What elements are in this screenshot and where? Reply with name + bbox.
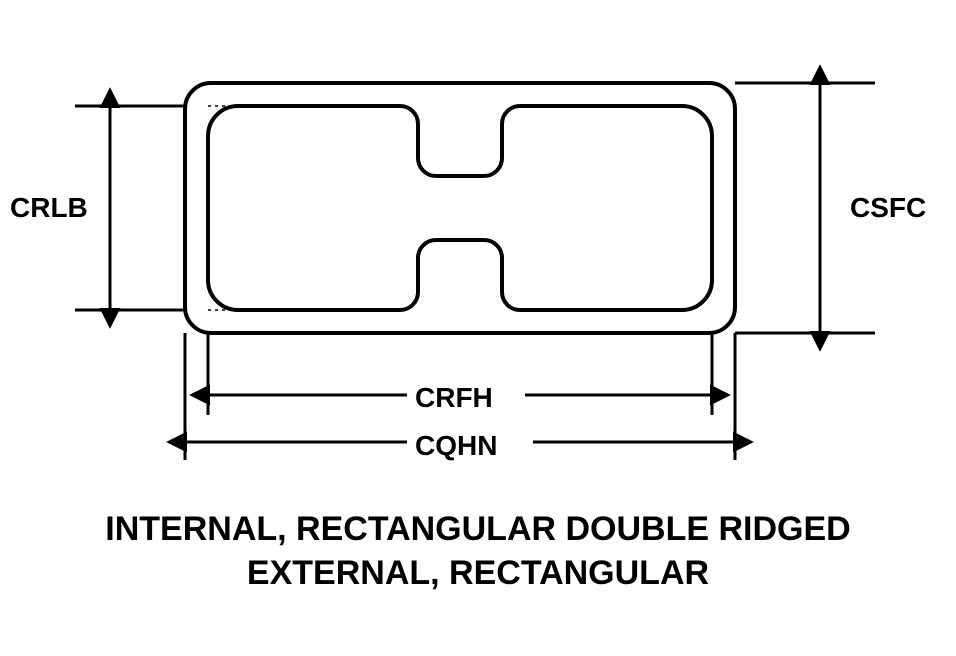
diagram-container: CRLB CSFC CRFH CQHN INTERNAL, RECTANGULA… <box>0 0 956 656</box>
caption-line-2: EXTERNAL, RECTANGULAR <box>0 554 956 593</box>
dimension-label-csfc: CSFC <box>850 192 926 224</box>
dimension-label-crfh: CRFH <box>415 382 493 414</box>
dimension-label-crlb: CRLB <box>10 192 88 224</box>
caption-line-1: INTERNAL, RECTANGULAR DOUBLE RIDGED <box>0 510 956 549</box>
dimension-label-cqhn: CQHN <box>415 430 497 462</box>
